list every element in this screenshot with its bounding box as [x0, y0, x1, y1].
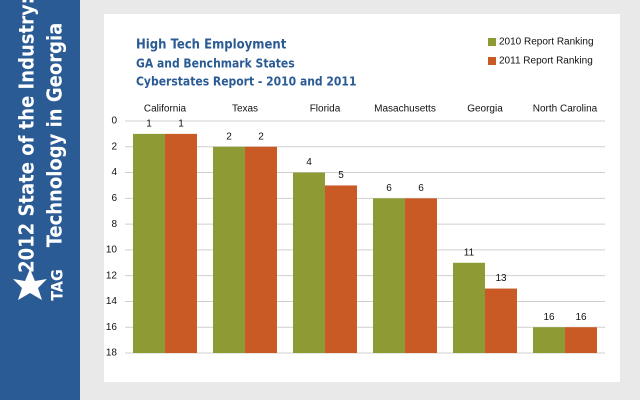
y-tick-label: 6: [111, 193, 117, 204]
logo-icon: [13, 269, 47, 300]
x-tick-label: Masachusetts: [374, 104, 436, 115]
bar: [453, 262, 485, 353]
chart-subtitle: Cyberstates Report - 2010 and 2011: [136, 75, 356, 89]
x-tick-label: California: [144, 104, 187, 115]
x-tick-label: North Carolina: [533, 104, 598, 115]
data-label: 2: [226, 131, 232, 142]
bar: [293, 172, 325, 353]
y-tick-label: 12: [106, 270, 118, 281]
x-tick-label: Texas: [232, 104, 258, 115]
bar: [373, 198, 405, 353]
bar: [565, 327, 597, 353]
sidebar-title: Technology in Georgia: [43, 23, 67, 248]
legend-label: 2011 Report Ranking: [499, 56, 593, 67]
data-label: 6: [418, 183, 424, 194]
y-tick-label: 8: [111, 219, 117, 230]
bar: [485, 288, 517, 353]
data-label: 11: [464, 247, 475, 258]
sidebar-title: 2012 State of the Industry:: [15, 0, 39, 273]
y-tick-label: 18: [106, 348, 118, 359]
bar: [405, 198, 437, 353]
legend-swatch: [488, 38, 496, 46]
data-label: 5: [338, 170, 344, 181]
y-tick-label: 4: [111, 167, 117, 178]
y-tick-label: 2: [111, 141, 117, 152]
y-tick-label: 0: [111, 116, 117, 127]
chart-title: High Tech Employment: [136, 38, 287, 53]
logo-star: [13, 269, 47, 300]
y-tick-label: 10: [106, 245, 118, 256]
data-label: 2: [258, 131, 264, 142]
data-label: 4: [306, 157, 312, 168]
data-label: 16: [543, 312, 555, 323]
x-tick-label: Georgia: [467, 104, 503, 115]
bar: [325, 185, 357, 353]
bar: [245, 146, 277, 353]
logo-text: TAG: [48, 269, 67, 301]
data-label: 1: [178, 119, 184, 130]
bar: [133, 133, 165, 353]
legend-swatch: [488, 57, 496, 65]
sidebar: [0, 0, 80, 400]
data-label: 16: [575, 312, 587, 323]
data-label: 13: [495, 273, 507, 284]
bar: [533, 327, 565, 353]
bar: [165, 133, 197, 353]
legend-label: 2010 Report Ranking: [499, 37, 594, 48]
x-tick-label: Florida: [310, 104, 341, 115]
y-tick-label: 16: [106, 322, 118, 333]
bar: [213, 146, 245, 353]
y-tick-label: 14: [106, 296, 118, 307]
data-label: 1: [146, 119, 152, 130]
chart-subtitle: GA and Benchmark States: [136, 57, 295, 71]
data-label: 6: [386, 183, 392, 194]
